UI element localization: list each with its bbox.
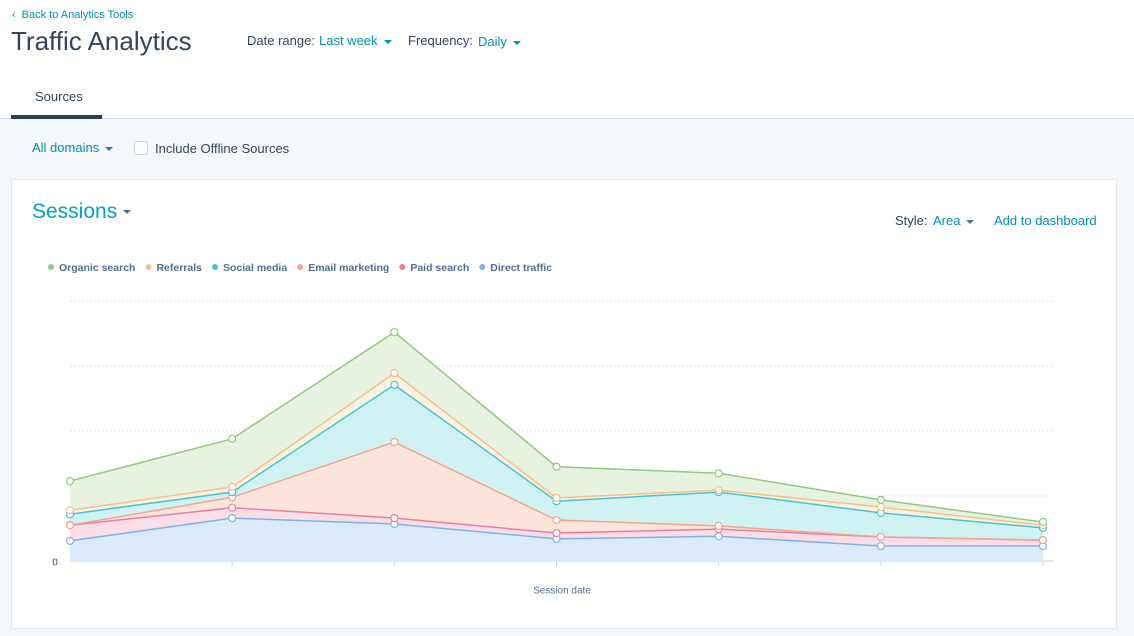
data-point: [714, 532, 723, 541]
data-point: [390, 380, 399, 389]
date-range-value: Last week: [319, 33, 378, 48]
style-value: Area: [933, 213, 961, 228]
data-point: [876, 502, 885, 512]
data-point: [65, 506, 75, 515]
legend-dot: [297, 264, 304, 270]
y-tick-label: 0: [52, 558, 58, 569]
data-point: [228, 513, 237, 523]
domain-dropdown[interactable]: All domains: [32, 140, 114, 155]
data-point: [228, 434, 237, 443]
frequency-dropdown[interactable]: Daily: [478, 34, 521, 49]
data-point: [552, 493, 561, 503]
data-point: [552, 515, 561, 525]
card: Sessions Style: Area Add to dashboard 0 S…: [11, 179, 1117, 629]
legend-dot: [399, 264, 406, 270]
frequency-value: Daily: [478, 34, 507, 49]
data-point: [228, 503, 237, 512]
legend-label: Referrals: [156, 262, 202, 274]
data-point: [1038, 517, 1048, 527]
legend-dot: [479, 264, 486, 270]
data-point: [65, 521, 75, 530]
data-point: [65, 536, 75, 545]
domain-value: All domains: [32, 140, 100, 155]
add-to-dashboard[interactable]: Add to dashboard: [994, 213, 1097, 228]
top-bar: [0, 0, 1134, 119]
page-title: Traffic Analytics: [11, 26, 192, 56]
tab[interactable]: Sources: [35, 89, 83, 104]
area: [70, 384, 1043, 541]
data-point: [65, 476, 75, 486]
data-point: [390, 437, 399, 447]
data-point: [876, 541, 885, 551]
data-point: [390, 328, 399, 337]
legend-dot: [145, 264, 152, 270]
data-point: [876, 495, 885, 504]
checkbox[interactable]: [134, 141, 148, 155]
area: [70, 332, 1043, 526]
legend-dot: [48, 264, 54, 270]
legend-label: Email marketing: [308, 262, 389, 274]
data-point: [714, 486, 723, 495]
data-point: [552, 528, 561, 538]
data-point: [1038, 536, 1048, 545]
tab-indicator: [11, 115, 102, 119]
legend-dot: [211, 264, 218, 270]
data-point: [876, 532, 885, 542]
legend-label: Direct traffic: [490, 262, 552, 274]
date-range-label: Date range:: [247, 33, 315, 48]
x-axis-label: Session date: [533, 586, 591, 597]
data-point: [228, 482, 237, 491]
back-link-text: Back to Analytics Tools: [21, 9, 134, 21]
legend-label: Organic search: [59, 262, 135, 274]
data-point: [714, 469, 723, 478]
style-dropdown[interactable]: Area: [933, 213, 975, 228]
frequency-label: Frequency:: [408, 33, 474, 48]
data-point: [552, 462, 561, 471]
legend-label: Social media: [223, 262, 287, 274]
style-label: Style:: [895, 213, 928, 228]
area: [70, 507, 1043, 547]
data-point: [714, 521, 723, 531]
metric-value: Sessions: [32, 200, 118, 223]
back-link[interactable]: ‹ Back to Analytics Tools: [12, 9, 134, 21]
checkbox-label: Include Offline Sources: [155, 141, 290, 156]
metric-dropdown[interactable]: Sessions: [32, 200, 132, 224]
chart: 0 Session date Organic search Referrals Soci…: [48, 262, 1053, 597]
data-point: [390, 369, 399, 378]
legend-label: Paid search: [410, 262, 469, 274]
data-point: [390, 513, 399, 523]
date-range-dropdown[interactable]: Last week: [319, 33, 392, 48]
